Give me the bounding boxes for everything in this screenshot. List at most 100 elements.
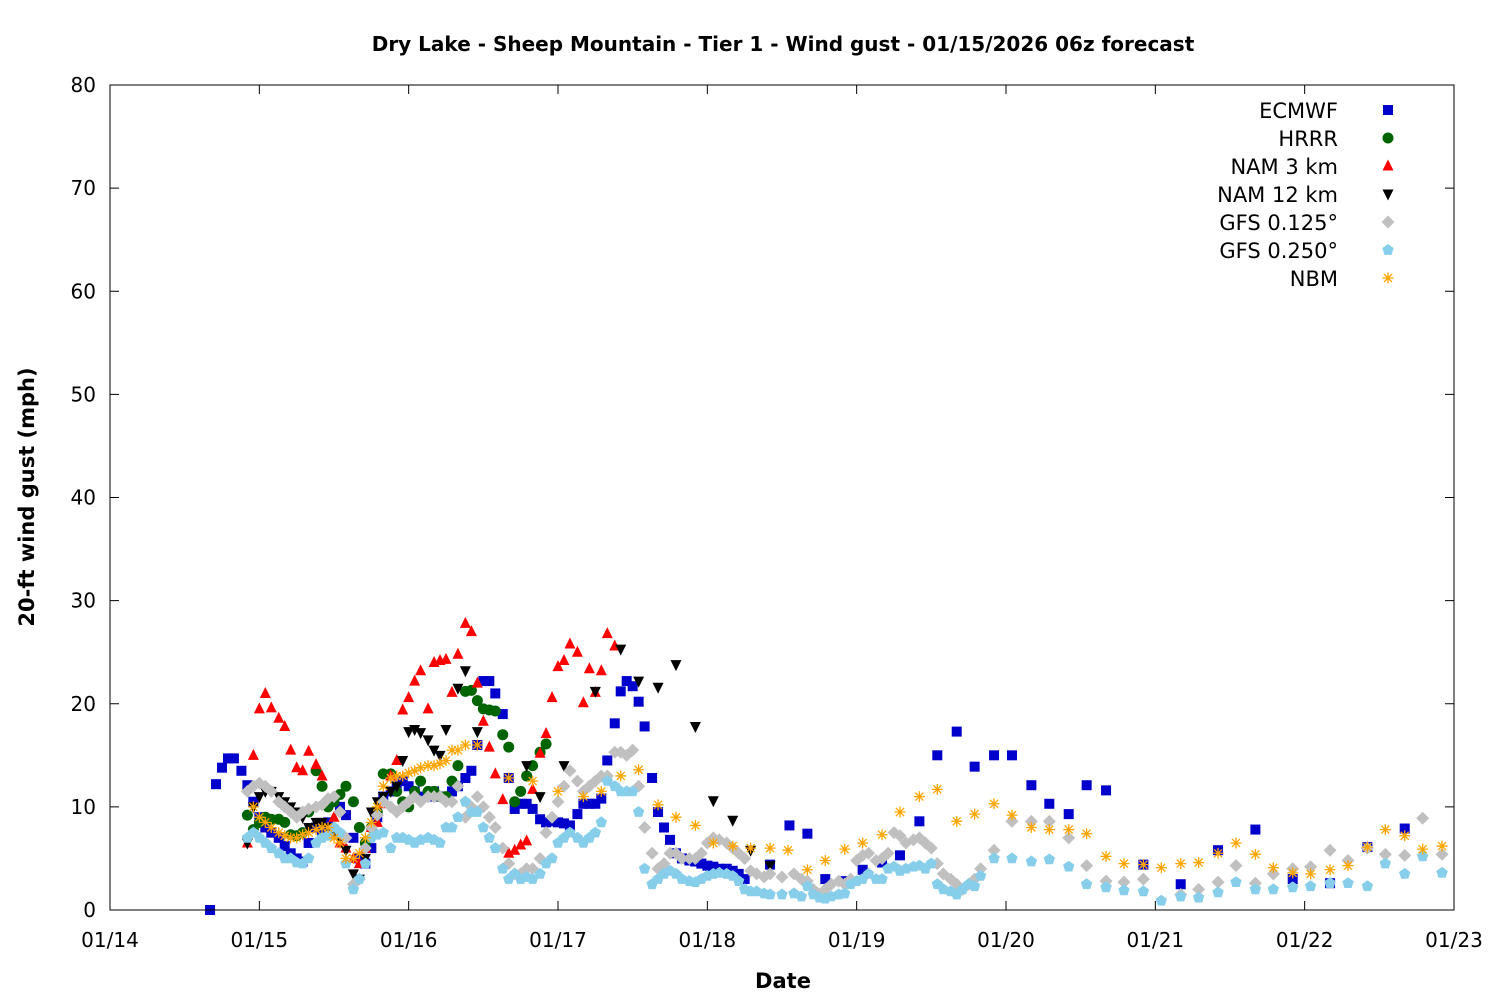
data-point <box>665 834 675 845</box>
data-point <box>707 796 719 808</box>
data-point <box>932 750 943 761</box>
data-point <box>1192 891 1205 903</box>
data-point <box>477 714 489 726</box>
data-point <box>627 785 639 797</box>
data-point <box>1287 867 1299 879</box>
data-point <box>403 691 415 703</box>
data-point <box>951 815 963 827</box>
data-point <box>1287 874 1298 885</box>
data-point <box>370 808 384 822</box>
y-tick-label: 30 <box>71 589 96 613</box>
data-point <box>236 765 247 776</box>
data-point <box>1006 809 1018 821</box>
data-point <box>359 832 371 844</box>
data-point <box>601 775 613 786</box>
data-point <box>1212 886 1224 898</box>
data-point <box>540 727 552 739</box>
data-point <box>434 750 446 762</box>
data-point <box>446 685 458 697</box>
data-point <box>440 754 452 766</box>
data-point <box>316 822 328 833</box>
data-point <box>253 702 265 714</box>
data-point <box>647 773 658 783</box>
data-point <box>527 803 538 814</box>
data-point <box>1324 864 1336 876</box>
data-point <box>1211 875 1225 889</box>
data-point <box>391 770 403 782</box>
data-point <box>564 637 576 649</box>
data-point <box>297 764 309 776</box>
legend-marker <box>1381 215 1395 229</box>
data-point <box>434 837 446 848</box>
data-point <box>595 664 607 676</box>
data-point <box>303 744 315 756</box>
chart-title: Dry Lake - Sheep Mountain - Tier 1 - Win… <box>372 32 1195 56</box>
data-point <box>583 662 595 674</box>
data-point <box>515 838 527 850</box>
data-point <box>1137 885 1150 897</box>
data-point <box>595 816 607 828</box>
data-point <box>694 846 708 860</box>
data-point <box>484 676 495 687</box>
data-point <box>490 688 501 699</box>
data-point <box>689 721 701 733</box>
data-point <box>409 725 421 737</box>
data-point <box>1267 883 1279 895</box>
data-point <box>460 773 471 783</box>
data-point <box>596 793 607 804</box>
data-point <box>482 810 496 824</box>
data-point <box>285 832 297 844</box>
data-point <box>471 739 483 751</box>
data-point <box>615 770 627 782</box>
data-point <box>291 832 303 844</box>
data-point <box>602 755 613 766</box>
data-point <box>359 857 372 869</box>
data-point <box>527 775 539 787</box>
data-point <box>733 868 744 879</box>
data-point <box>738 851 752 865</box>
data-point <box>415 762 427 774</box>
data-point <box>279 719 291 731</box>
data-point <box>391 781 403 793</box>
data-point <box>422 702 434 714</box>
data-point <box>228 753 239 764</box>
data-point <box>503 846 515 858</box>
data-point <box>1117 875 1131 889</box>
data-point <box>434 758 446 770</box>
x-tick-label: 01/21 <box>1127 928 1185 952</box>
data-point <box>1267 862 1279 874</box>
data-point <box>1081 828 1093 840</box>
data-point <box>653 807 664 818</box>
data-point <box>265 842 277 853</box>
data-point <box>452 811 464 822</box>
data-point <box>633 764 645 776</box>
data-point <box>385 786 397 798</box>
legend-marker <box>1382 189 1394 201</box>
data-point <box>310 824 322 836</box>
data-point <box>584 798 595 809</box>
data-point <box>445 795 459 809</box>
data-point <box>327 790 341 804</box>
data-point <box>925 857 937 869</box>
data-point <box>377 780 389 792</box>
data-point <box>489 842 501 853</box>
data-point <box>894 850 905 861</box>
data-point <box>534 867 546 879</box>
data-point <box>558 761 570 773</box>
data-point <box>347 796 359 808</box>
data-point <box>409 674 421 686</box>
data-point <box>1399 867 1411 879</box>
data-point <box>1062 831 1076 845</box>
data-point <box>1118 858 1130 870</box>
data-point <box>638 821 652 834</box>
data-point <box>876 873 888 884</box>
data-point <box>471 727 483 739</box>
data-point <box>1398 848 1412 862</box>
data-point <box>1063 824 1075 836</box>
data-point <box>322 822 334 833</box>
data-point <box>509 843 521 855</box>
data-point <box>931 783 943 795</box>
data-point <box>1417 843 1429 855</box>
data-point <box>452 647 464 659</box>
data-point <box>497 793 509 805</box>
